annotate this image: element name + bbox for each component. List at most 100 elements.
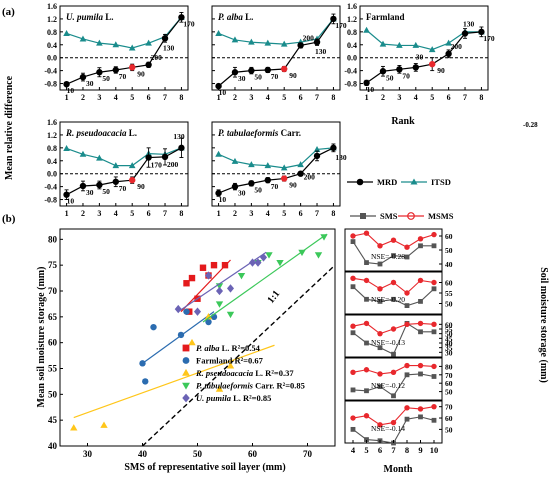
mrd-point — [161, 35, 169, 42]
inset-x-tick-label: 10 — [430, 445, 439, 455]
b-point — [142, 378, 149, 385]
x-tick-label: 5 — [282, 93, 286, 102]
y-tick-label: 0.8 — [47, 144, 57, 153]
inset-y-tick-label: 80 — [445, 362, 453, 371]
y-tick-label: 0.4 — [47, 41, 57, 50]
inset-y-tick-label: 50 — [445, 330, 453, 339]
y-tick-label: 0.0 — [47, 54, 57, 63]
x-tick-label: 1 — [217, 209, 221, 218]
x-tick-label: 7 — [163, 93, 167, 102]
inset-y-tick-label: 70 — [445, 371, 453, 380]
depth-label: 10 — [219, 88, 227, 97]
inset-sms-point — [377, 299, 383, 304]
itsd-point — [128, 44, 136, 51]
inset-msms-point — [350, 369, 356, 375]
inset-msms-point — [417, 277, 424, 284]
itsd-point — [112, 41, 120, 48]
b-point — [174, 304, 182, 314]
inset-msms-point — [363, 413, 370, 419]
msms-point — [429, 60, 436, 68]
inset-sms-point — [404, 372, 410, 378]
mrd-point — [145, 61, 152, 68]
a-panel-4: -0.8 -0.4 0.0 0.4 0.8 1.2 1.6 1 2 3 4 5 6 7 8 10 30 50 70 9… — [44, 118, 189, 218]
b-point — [215, 286, 224, 296]
depth-label: 90 — [437, 66, 445, 75]
b-legend-marker — [182, 357, 190, 364]
inset-sms-point — [364, 260, 369, 265]
x-tick-label: 3 — [97, 209, 101, 218]
panel-b-label: (b) — [2, 213, 16, 225]
y-tick-label: -0.4 — [44, 67, 57, 76]
inset-msms-point — [377, 422, 383, 428]
itsd-point — [96, 39, 103, 46]
x-tick-label: 1 — [65, 93, 69, 102]
itsd-point — [297, 161, 304, 168]
depth-label: 70 — [271, 72, 279, 81]
msms-point — [281, 65, 288, 73]
y-tick-label: 0.4 — [47, 157, 57, 166]
b-legend-label-rest: L. R²=0.37 — [253, 368, 294, 378]
b-inset-frame — [344, 228, 443, 272]
b-point — [320, 234, 328, 241]
y-tick-label: -0.8 — [44, 196, 57, 205]
x-tick-label: 2 — [233, 93, 237, 102]
itsd-point — [145, 39, 152, 46]
itsd-point — [412, 41, 420, 48]
inset-y-tick-label: 55 — [445, 289, 453, 298]
x-tick-label: 5 — [282, 209, 286, 218]
depth-label: 170 — [183, 19, 195, 28]
inset-x-tick-label: 8 — [405, 445, 409, 455]
y-tick-label: -0.8 — [44, 80, 57, 89]
x-tick-label: 6 — [299, 93, 303, 102]
mrd-point — [313, 152, 321, 160]
x-axis-label-b: SMS of representative soil layer (mm) — [124, 462, 285, 473]
inset-msms-point — [431, 363, 437, 370]
b-legend-marker — [182, 344, 190, 352]
inset-y-tick-label: 50 — [445, 300, 453, 309]
depth-label: 10 — [67, 86, 75, 95]
inset-msms-point — [350, 233, 356, 239]
x-tick-label: 2 — [81, 209, 85, 218]
mrd-point — [379, 68, 387, 75]
b-y-tick-label: 65 — [48, 312, 58, 322]
mrd-point — [330, 15, 337, 23]
x-tick-label: 1 — [65, 209, 69, 218]
x-tick-label: 3 — [249, 93, 253, 102]
a-panel-frame — [211, 121, 341, 207]
inset-msms-point — [417, 406, 424, 412]
inset-sms-point — [391, 296, 396, 302]
inset-msms-point — [390, 237, 397, 243]
depth-label: 170 — [151, 161, 163, 170]
b-point — [188, 274, 196, 282]
y-tick-label: -0.8 — [344, 80, 357, 89]
inset-msms-point — [377, 286, 383, 292]
a-panel-title-rest: L. — [103, 12, 114, 22]
b-legend-label: R. pseudoacacia L. R²=0.37 — [195, 368, 294, 378]
b-y-tick-label: 80 — [48, 234, 58, 244]
inset-nse-label: NSE=-0.13 — [371, 338, 405, 347]
b-series-3 — [70, 312, 275, 431]
b-x-tick-label: 60 — [248, 449, 258, 459]
b-legend-label-italic: U. pumila — [196, 393, 232, 403]
b-legend-marker — [182, 382, 190, 390]
inset-sms-point — [431, 374, 437, 379]
inset-sms-point — [350, 284, 356, 290]
y-tick-label: 1.2 — [347, 15, 357, 24]
mrd-point — [248, 67, 255, 74]
legend-itsd-label: ITSD — [431, 177, 451, 187]
inset-sms-point — [404, 416, 410, 422]
inset-msms-point — [350, 275, 356, 281]
msms-point — [129, 176, 136, 184]
b-point — [226, 362, 235, 369]
legend-mrd-marker — [356, 178, 364, 186]
b-legend-label-italic: R. pseudoacacia — [195, 368, 254, 378]
b-legend-label: Farmland R²=0.67 — [196, 356, 264, 366]
b-fit-line — [142, 311, 215, 364]
x-tick-label: 2 — [233, 209, 237, 218]
inset-y-tick-label: 60 — [445, 414, 453, 423]
inset-nse-label: NSE=-0.20 — [371, 295, 405, 304]
legend-mrd-label: MRD — [377, 177, 397, 187]
inset-sms-point — [418, 329, 423, 335]
inset-y-tick-label: 60 — [445, 279, 453, 288]
